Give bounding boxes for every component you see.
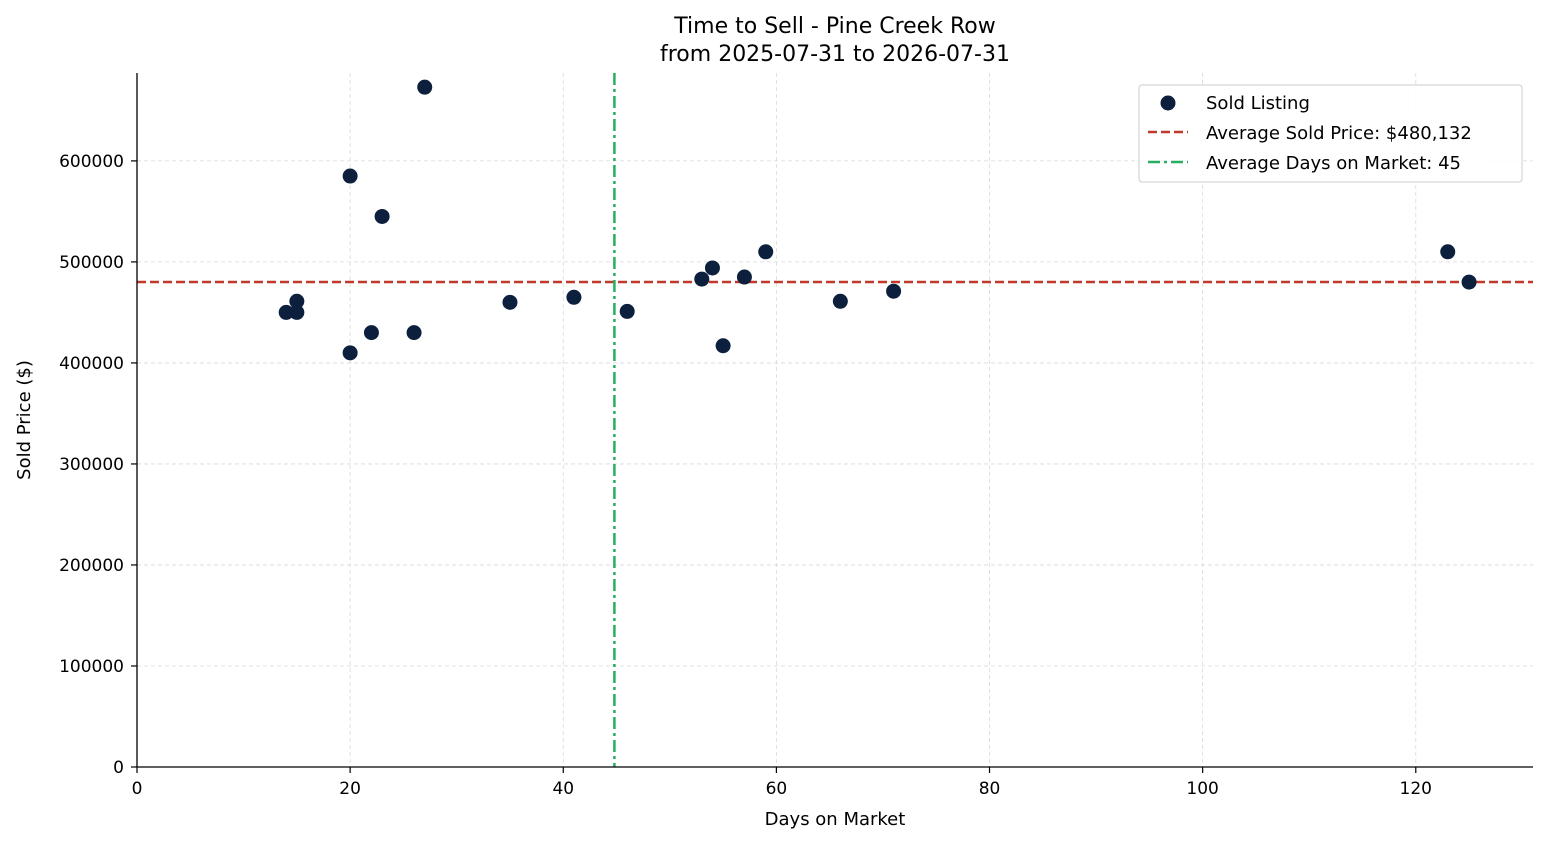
y-tick-label: 0	[113, 758, 124, 778]
legend-marker-sold-listing	[1160, 95, 1176, 111]
x-tick-label: 120	[1400, 779, 1432, 799]
x-tick-label: 80	[979, 779, 1001, 799]
data-point	[363, 325, 379, 341]
x-axis-ticks: 0 20 40 60 80 100 120	[132, 767, 1432, 799]
data-point	[1440, 244, 1456, 260]
data-point	[566, 289, 582, 305]
x-tick-label: 100	[1186, 779, 1218, 799]
data-point	[704, 260, 720, 276]
data-point	[758, 244, 774, 260]
x-tick-label: 20	[339, 779, 361, 799]
y-tick-label: 300000	[59, 455, 124, 475]
data-point	[832, 293, 848, 309]
data-point	[289, 304, 305, 320]
x-axis-label: Days on Market	[765, 809, 906, 830]
grid-lines	[137, 73, 1533, 767]
y-axis-ticks: 0 100000 200000 300000 400000 500000 600000	[59, 152, 137, 778]
data-point	[694, 271, 710, 287]
x-tick-label: 60	[766, 779, 788, 799]
y-tick-label: 500000	[59, 253, 124, 273]
data-point	[417, 79, 433, 95]
data-points	[278, 79, 1477, 361]
data-point	[406, 325, 422, 341]
legend-box	[1138, 84, 1523, 183]
legend-label-avg-price: Average Sold Price: $480,132	[1206, 123, 1472, 144]
chart-title: Time to Sell - Pine Creek Row	[673, 14, 995, 39]
y-tick-label: 600000	[59, 152, 124, 172]
data-point	[374, 208, 390, 224]
data-point	[1461, 274, 1477, 290]
y-axis-label: Sold Price ($)	[14, 360, 35, 480]
data-point	[736, 269, 752, 285]
chart-subtitle: from 2025-07-31 to 2026-07-31	[660, 42, 1010, 67]
legend-label-sold-listing: Sold Listing	[1206, 93, 1310, 114]
x-tick-label: 0	[132, 779, 143, 799]
data-point	[342, 168, 358, 184]
y-tick-label: 100000	[59, 657, 124, 677]
reference-lines	[137, 73, 1533, 767]
data-point	[502, 294, 518, 310]
legend-label-avg-days: Average Days on Market: 45	[1206, 153, 1461, 174]
y-tick-label: 400000	[59, 354, 124, 374]
data-point	[715, 338, 731, 354]
data-point	[886, 283, 902, 299]
data-point	[342, 345, 358, 361]
legend: Sold Listing Average Sold Price: $480,13…	[1138, 84, 1523, 183]
x-tick-label: 40	[552, 779, 574, 799]
y-tick-label: 200000	[59, 556, 124, 576]
axes	[136, 73, 1533, 768]
data-point	[278, 304, 294, 320]
data-point	[289, 293, 305, 309]
data-point	[619, 303, 635, 319]
